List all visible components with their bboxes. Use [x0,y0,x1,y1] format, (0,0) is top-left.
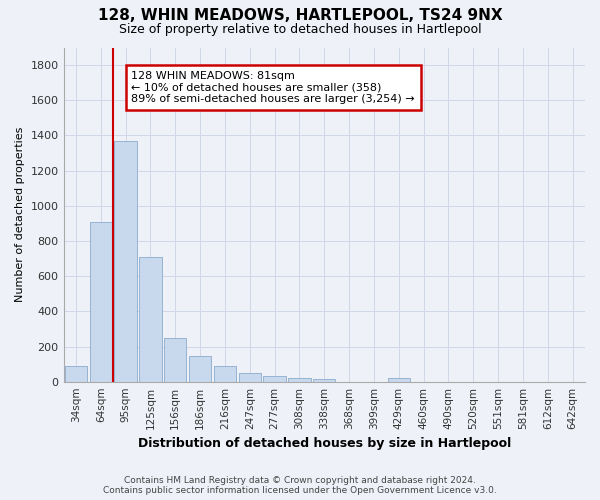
Text: 128 WHIN MEADOWS: 81sqm
← 10% of detached houses are smaller (358)
89% of semi-d: 128 WHIN MEADOWS: 81sqm ← 10% of detache… [131,71,415,104]
Bar [388,378,410,382]
Bar [65,366,87,382]
X-axis label: Distribution of detached houses by size in Hartlepool: Distribution of detached houses by size … [137,437,511,450]
Text: 128, WHIN MEADOWS, HARTLEPOOL, TS24 9NX: 128, WHIN MEADOWS, HARTLEPOOL, TS24 9NX [98,8,502,22]
Bar [189,356,211,382]
Bar [313,378,335,382]
Bar [89,222,112,382]
Text: Size of property relative to detached houses in Hartlepool: Size of property relative to detached ho… [119,22,481,36]
Bar [214,366,236,382]
Bar [164,338,187,382]
Bar [263,376,286,382]
Bar [139,257,161,382]
Text: Contains HM Land Registry data © Crown copyright and database right 2024.
Contai: Contains HM Land Registry data © Crown c… [103,476,497,495]
Y-axis label: Number of detached properties: Number of detached properties [15,127,25,302]
Bar [239,372,261,382]
Bar [288,378,311,382]
Bar [115,140,137,382]
